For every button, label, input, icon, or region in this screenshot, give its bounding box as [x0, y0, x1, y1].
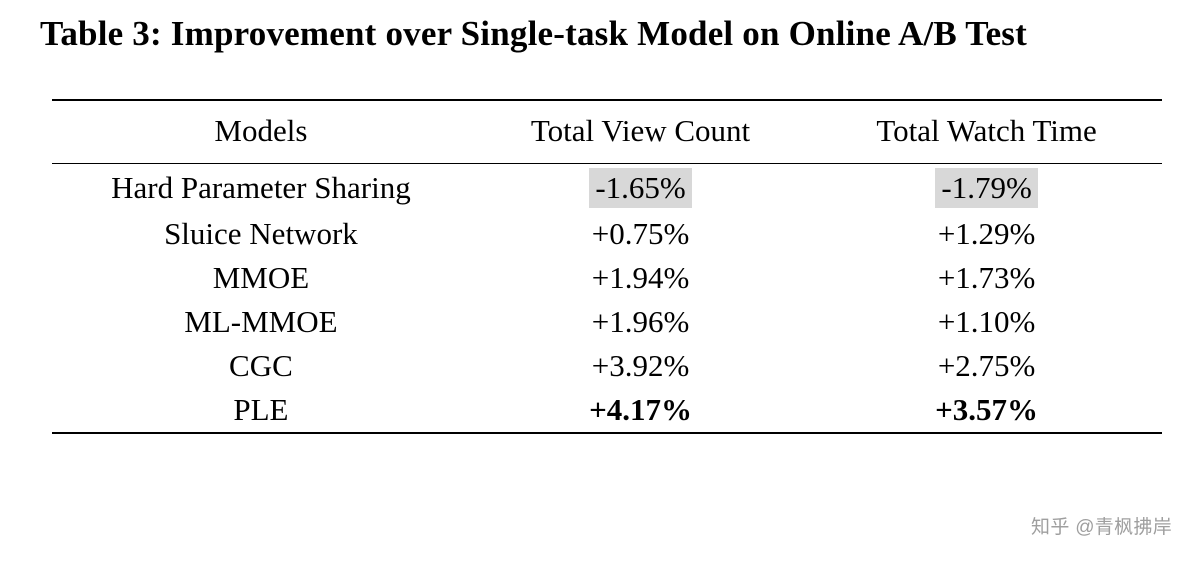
cell-watch: +1.10% [811, 300, 1162, 344]
table-row: Hard Parameter Sharing -1.65% -1.79% [52, 164, 1162, 213]
cell-view: +1.96% [470, 300, 811, 344]
watermark-author: 青枫拂岸 [1095, 517, 1172, 538]
cell-view: +1.94% [470, 256, 811, 300]
watermark: 知乎 @青枫拂岸 [1031, 512, 1172, 539]
cell-view: +3.92% [470, 344, 811, 388]
cell-model: PLE [52, 388, 470, 433]
table-row: PLE +4.17% +3.57% [52, 388, 1162, 433]
col-header-view-count: Total View Count [470, 100, 811, 164]
table-row: ML-MMOE +1.96% +1.10% [52, 300, 1162, 344]
cell-model: MMOE [52, 256, 470, 300]
cell-watch: +3.57% [811, 388, 1162, 433]
col-header-watch-time: Total Watch Time [811, 100, 1162, 164]
cell-watch: +1.29% [811, 212, 1162, 256]
cell-model: Sluice Network [52, 212, 470, 256]
cell-watch: +1.73% [811, 256, 1162, 300]
cell-model: CGC [52, 344, 470, 388]
table-header-row: Models Total View Count Total Watch Time [52, 100, 1162, 164]
page-root: Table 3: Improvement over Single-task Mo… [0, 0, 1198, 586]
cell-model: Hard Parameter Sharing [52, 164, 470, 213]
table-row: Sluice Network +0.75% +1.29% [52, 212, 1162, 256]
table-row: CGC +3.92% +2.75% [52, 344, 1162, 388]
table-caption: Table 3: Improvement over Single-task Mo… [40, 10, 1168, 57]
watermark-site: 知乎 [1031, 517, 1070, 538]
highlighted-value: -1.65% [589, 168, 691, 208]
watermark-sep: @ [1070, 517, 1095, 538]
table-body: Hard Parameter Sharing -1.65% -1.79% Slu… [52, 164, 1162, 434]
highlighted-value: -1.79% [935, 168, 1037, 208]
results-table: Models Total View Count Total Watch Time… [52, 99, 1162, 434]
col-header-models: Models [52, 100, 470, 164]
cell-view: +4.17% [470, 388, 811, 433]
cell-watch: +2.75% [811, 344, 1162, 388]
cell-view: +0.75% [470, 212, 811, 256]
cell-watch: -1.79% [811, 164, 1162, 213]
table-row: MMOE +1.94% +1.73% [52, 256, 1162, 300]
cell-model: ML-MMOE [52, 300, 470, 344]
cell-view: -1.65% [470, 164, 811, 213]
